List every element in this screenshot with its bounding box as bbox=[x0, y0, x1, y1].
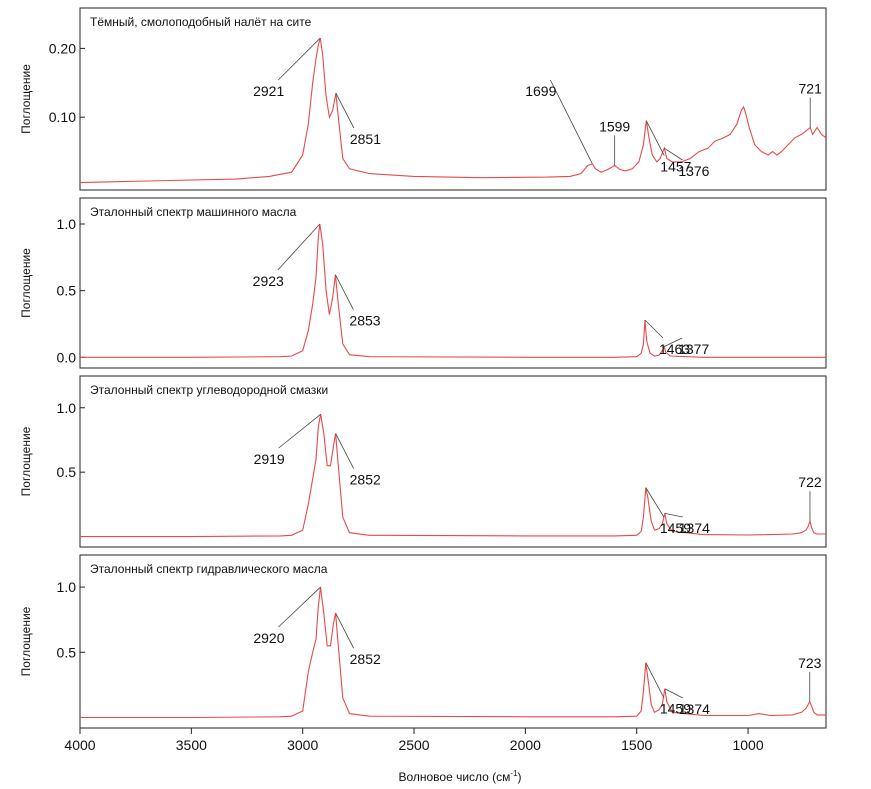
peak-label-1374: 1374 bbox=[679, 520, 710, 536]
y-tick-label: 0.0 bbox=[57, 349, 77, 365]
x-axis-label-text: Волновое число (см bbox=[398, 770, 510, 784]
panel-frame bbox=[79, 7, 827, 191]
peak-leader-1463 bbox=[644, 319, 664, 339]
peak-leader-1377 bbox=[663, 337, 683, 348]
y-tick-label: 0.10 bbox=[49, 109, 76, 125]
panel-frame bbox=[79, 554, 827, 729]
peak-leader-2853 bbox=[335, 274, 354, 310]
x-axis-label-sup: -1 bbox=[510, 769, 518, 778]
peak-label-2852: 2852 bbox=[350, 472, 381, 488]
peak-label-722: 722 bbox=[798, 474, 822, 490]
peak-label-2919: 2919 bbox=[254, 451, 285, 467]
spectrum-trace bbox=[80, 587, 826, 719]
spectrum-panel-3: Эталонный спектр углеводородной смазки По… bbox=[19, 375, 827, 548]
peak-label-723: 723 bbox=[798, 655, 822, 671]
peak-leader-1699 bbox=[550, 79, 593, 165]
x-tick-label: 1000 bbox=[732, 737, 763, 753]
peak-leader-1374 bbox=[664, 512, 683, 518]
peak-label-2920: 2920 bbox=[253, 630, 284, 646]
peak-label-1599: 1599 bbox=[599, 118, 630, 134]
x-axis-label-close: ) bbox=[518, 770, 522, 784]
spectrum-trace bbox=[80, 414, 826, 538]
peak-label-1377: 1377 bbox=[678, 341, 709, 357]
peak-label-1457: 1457 bbox=[660, 159, 691, 175]
y-tick-label: 1.0 bbox=[57, 216, 77, 232]
y-axis-label: Поглощение bbox=[19, 64, 33, 134]
y-axis-label: Поглощение bbox=[19, 426, 33, 496]
peak-label-2852: 2852 bbox=[350, 651, 381, 667]
peak-leader-2851 bbox=[335, 92, 355, 129]
peak-leader-2923 bbox=[277, 223, 321, 271]
y-tick-label: 0.5 bbox=[57, 644, 77, 660]
peak-leader-2919 bbox=[278, 413, 321, 449]
panel-title: Тёмный, смолоподобный налёт на сите bbox=[90, 15, 312, 29]
panel-title: Эталонный спектр углеводородной смазки bbox=[90, 383, 328, 397]
y-tick-label: 1.0 bbox=[57, 579, 77, 595]
panel-frame bbox=[79, 197, 827, 369]
panel-frame bbox=[79, 375, 827, 548]
peak-label-1699: 1699 bbox=[525, 83, 556, 99]
spectrum-panel-1: Тёмный, смолоподобный налёт на сите Погло… bbox=[19, 7, 827, 191]
peak-leader-2921 bbox=[277, 37, 321, 81]
peak-leader-2852 bbox=[335, 612, 354, 649]
y-tick-label: 0.5 bbox=[57, 283, 77, 299]
x-tick-label: 3000 bbox=[287, 737, 318, 753]
peak-label-721: 721 bbox=[799, 81, 823, 97]
y-tick-label: 1.0 bbox=[57, 400, 77, 416]
peak-label-2853: 2853 bbox=[349, 313, 380, 329]
x-axis: 4000 3500 3000 2500 2000 1500 1000 bbox=[64, 728, 764, 753]
panel-title: Эталонный спектр машинного масла bbox=[90, 205, 297, 219]
peak-leader-2920 bbox=[278, 586, 321, 628]
peak-leader-1376 bbox=[664, 147, 683, 161]
spectra-panels: Тёмный, смолоподобный налёт на сите Погло… bbox=[19, 7, 827, 729]
x-tick-label: 2500 bbox=[398, 737, 429, 753]
peak-leader-1457 bbox=[645, 120, 665, 156]
peak-label-1459: 1459 bbox=[660, 701, 691, 717]
x-tick-label: 1500 bbox=[621, 737, 652, 753]
peak-label-2923: 2923 bbox=[253, 273, 284, 289]
spectrum-panel-2: Эталонный спектр машинного масла Поглощен… bbox=[19, 197, 827, 369]
y-tick-label: 0.20 bbox=[49, 40, 76, 56]
peak-label-1374: 1374 bbox=[679, 701, 710, 717]
peak-leader-1459 bbox=[645, 662, 665, 698]
spectrum-trace bbox=[79, 37, 827, 184]
peak-label-1459: 1459 bbox=[660, 520, 691, 536]
spectrum-panel-4: Эталонный спектр гидравлического масла По… bbox=[19, 554, 827, 729]
peak-leader-1459 bbox=[645, 487, 665, 518]
peak-label-2851: 2851 bbox=[350, 131, 381, 147]
y-axis-label: Поглощение bbox=[19, 248, 33, 318]
peak-label-1376: 1376 bbox=[678, 163, 709, 179]
x-tick-label: 4000 bbox=[64, 737, 95, 753]
peak-leader-2852 bbox=[335, 433, 354, 469]
peak-leader-1374 bbox=[664, 688, 683, 699]
y-tick-label: 0.5 bbox=[57, 464, 77, 480]
panel-title: Эталонный спектр гидравлического масла bbox=[90, 562, 328, 576]
peak-label-2921: 2921 bbox=[253, 83, 284, 99]
x-axis-label: Волновое число (см-1) bbox=[398, 769, 521, 784]
x-tick-label: 2000 bbox=[510, 737, 541, 753]
x-tick-label: 3500 bbox=[176, 737, 207, 753]
y-axis-label: Поглощение bbox=[19, 606, 33, 676]
spectrum-trace bbox=[80, 223, 826, 358]
